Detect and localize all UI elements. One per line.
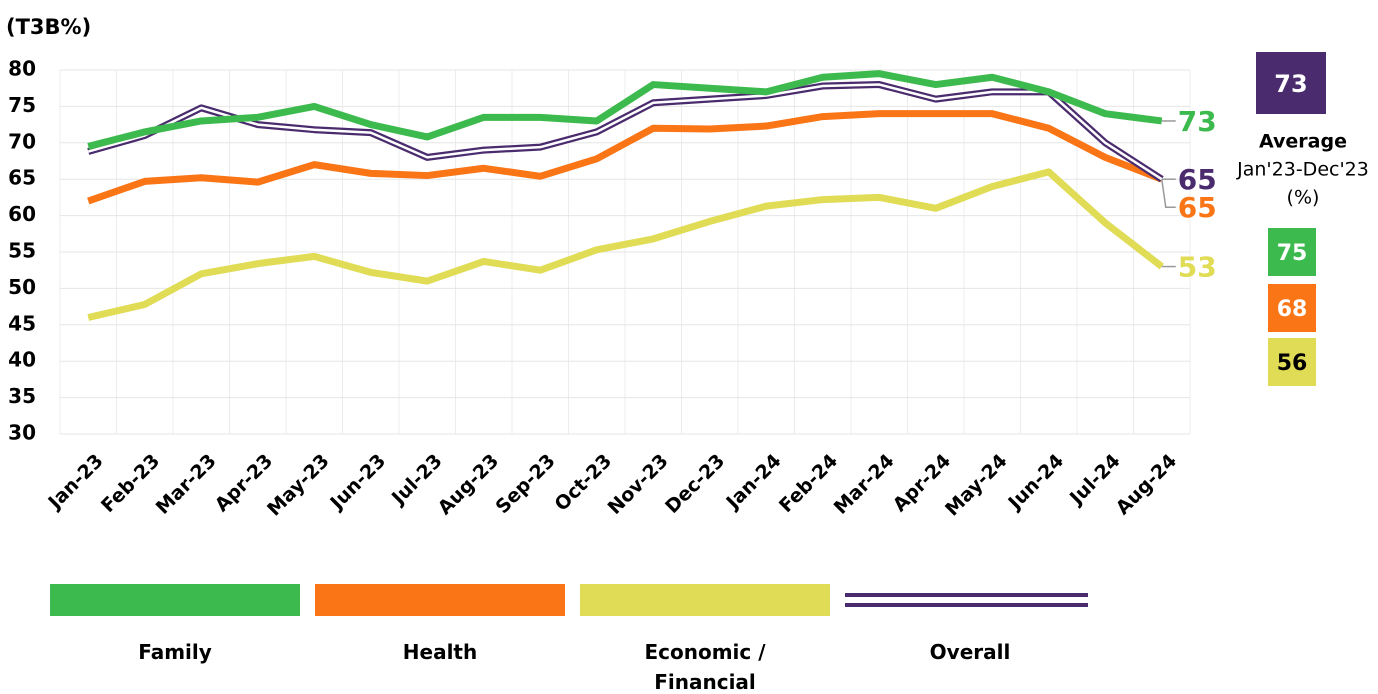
legend-swatch bbox=[50, 584, 300, 616]
legend-swatch bbox=[315, 584, 565, 616]
x-tick-label: Dec-23 bbox=[661, 450, 729, 518]
average-box bbox=[1268, 284, 1316, 332]
x-tick-label: Jan-23 bbox=[43, 450, 108, 515]
x-tick-label: Jun-23 bbox=[325, 450, 390, 515]
y-tick-label: 30 bbox=[8, 421, 36, 445]
x-tick-label: Feb-23 bbox=[97, 450, 164, 517]
x-tick-label: Aug-23 bbox=[434, 450, 503, 519]
end-label: 73 bbox=[1178, 105, 1217, 138]
x-tick-label: Mar-23 bbox=[152, 450, 221, 519]
x-tick-label: Feb-24 bbox=[775, 450, 842, 517]
end-label: 65 bbox=[1178, 191, 1217, 224]
y-tick-label: 65 bbox=[8, 166, 36, 190]
y-tick-label: 60 bbox=[8, 202, 36, 226]
end-label: 65 bbox=[1178, 163, 1217, 196]
y-tick-label: 35 bbox=[8, 384, 36, 408]
average-box bbox=[1268, 228, 1316, 276]
x-tick-label: Nov-23 bbox=[604, 450, 673, 519]
x-tick-label: May-23 bbox=[263, 450, 334, 521]
line bbox=[87, 168, 1164, 321]
y-tick-label: 75 bbox=[8, 93, 36, 117]
legend-label: Overall bbox=[929, 640, 1011, 664]
average-value: 68 bbox=[1277, 297, 1308, 322]
y-tick-label: 45 bbox=[8, 311, 36, 335]
x-tick-label: May-24 bbox=[941, 450, 1012, 521]
end-connector bbox=[1161, 179, 1176, 208]
average-box bbox=[1268, 338, 1316, 386]
average-value: 73 bbox=[1274, 70, 1307, 98]
legend-label: Economic / Financial Condition bbox=[644, 640, 766, 694]
x-tick-label: Sep-23 bbox=[491, 450, 559, 518]
line bbox=[87, 70, 1163, 150]
average-title: Average bbox=[1259, 131, 1347, 153]
x-tick-label: Aug-24 bbox=[1112, 450, 1181, 519]
x-tick-label: Jun-24 bbox=[1003, 450, 1068, 515]
average-box bbox=[1256, 52, 1326, 114]
end-label: 53 bbox=[1178, 251, 1217, 284]
line-inner bbox=[87, 83, 1163, 181]
average-period: Jan'23-Dec'23 bbox=[1236, 159, 1369, 181]
x-tick-label: Mar-24 bbox=[830, 450, 899, 519]
average-value: 75 bbox=[1277, 241, 1308, 266]
y-tick-label: 40 bbox=[8, 348, 36, 372]
y-axis-label: (T3B%) bbox=[6, 15, 91, 39]
legend-label: Health bbox=[402, 640, 478, 664]
average-value: 56 bbox=[1277, 351, 1308, 376]
line bbox=[87, 110, 1164, 205]
y-tick-label: 80 bbox=[8, 57, 36, 81]
average-unit: (%) bbox=[1287, 187, 1320, 209]
legend-swatch bbox=[580, 584, 830, 616]
legend-label: Family bbox=[138, 640, 212, 664]
y-tick-label: 70 bbox=[8, 129, 36, 153]
x-tick-label: Jan-24 bbox=[721, 450, 786, 515]
y-tick-label: 55 bbox=[8, 239, 36, 263]
y-tick-label: 50 bbox=[8, 275, 36, 299]
